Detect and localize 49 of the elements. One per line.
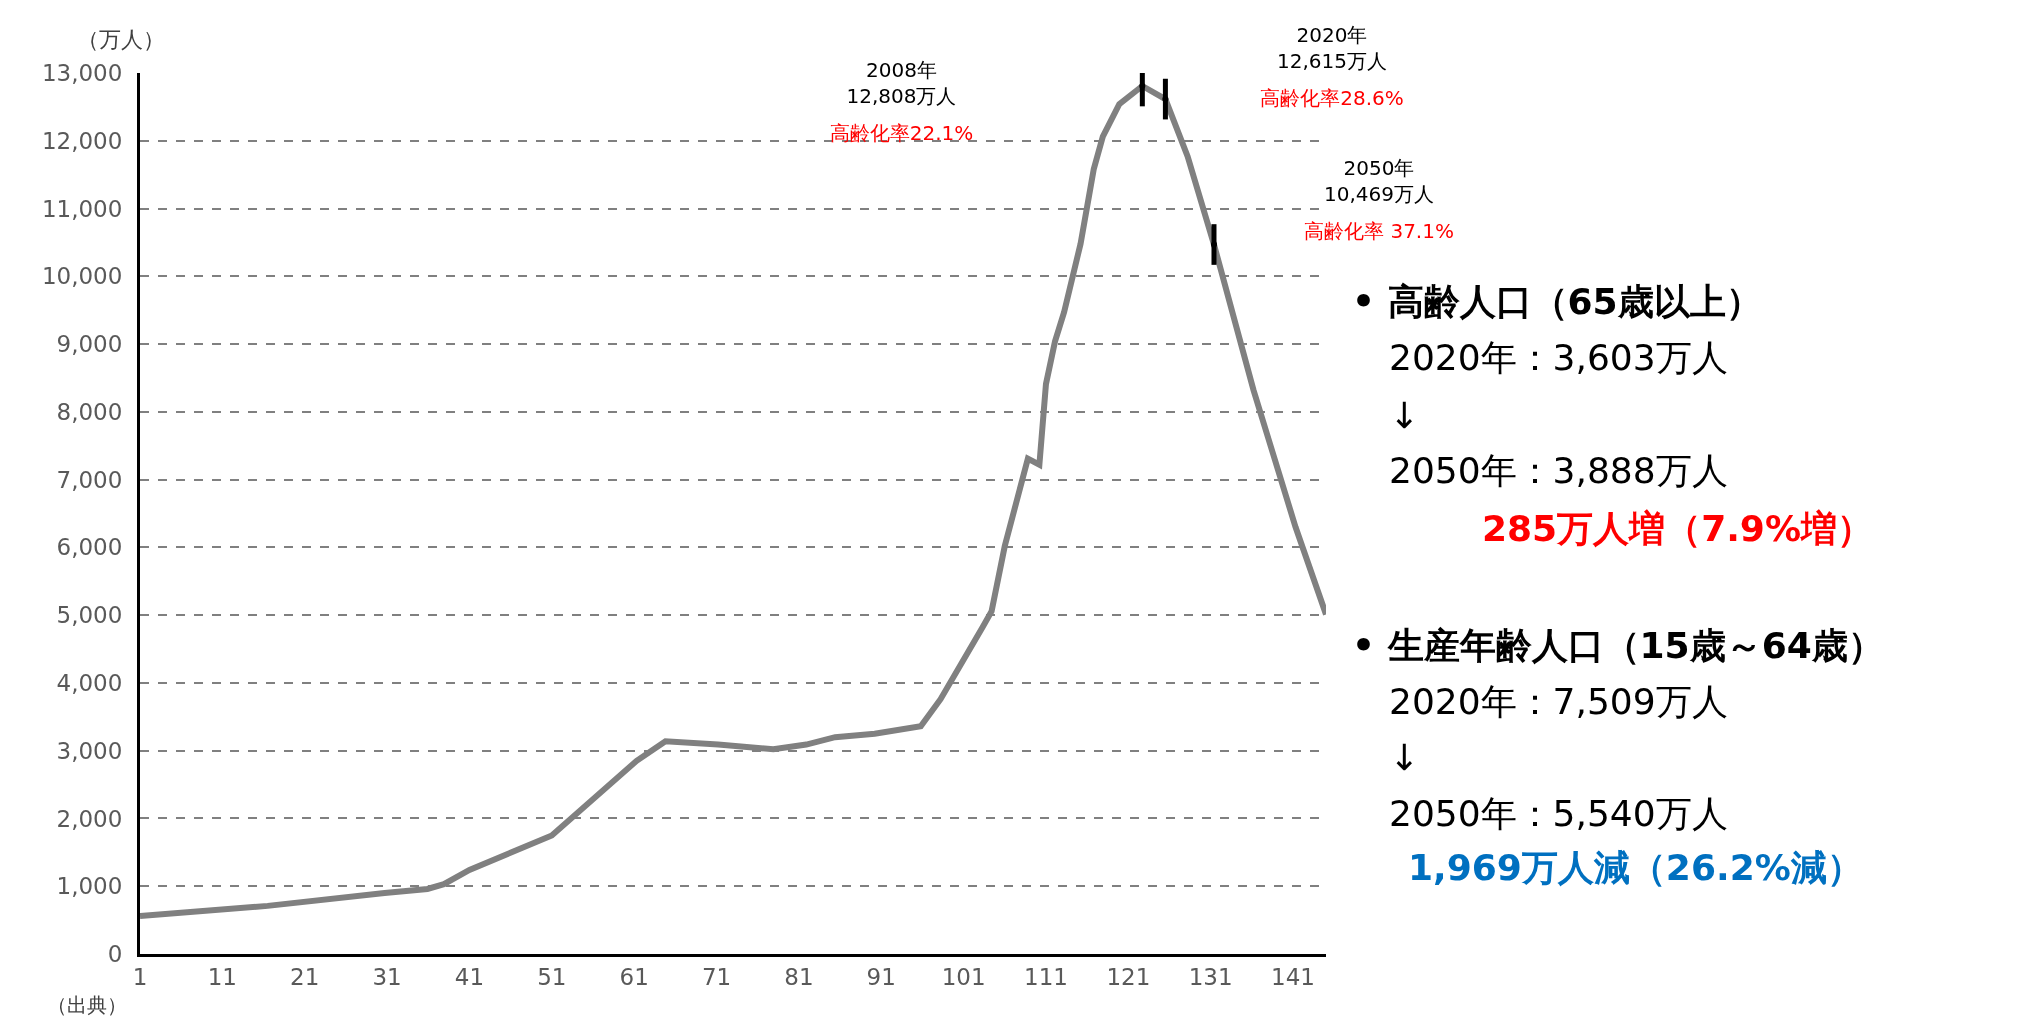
- x-tick-label: 11: [207, 963, 237, 990]
- y-tick-label: 11,000: [41, 195, 123, 222]
- y-tick-label: 13,000: [41, 60, 123, 87]
- y-tick-label: 12,000: [41, 127, 123, 154]
- x-tick-label: 61: [619, 963, 649, 990]
- text: ↓: [1389, 737, 1420, 778]
- y-tick-label: 2,000: [56, 805, 123, 832]
- x-tick-label: 81: [784, 963, 814, 990]
- x-tick-label: 41: [454, 963, 485, 990]
- x-tick-label: 91: [866, 963, 896, 990]
- annotation: 高齢化率 37.1%: [1304, 219, 1454, 243]
- x-tick-label: 141: [1271, 963, 1316, 990]
- y-tick-label: 8,000: [56, 398, 123, 425]
- y-tick-label: 0: [107, 941, 123, 968]
- x-tick-label: 101: [941, 963, 986, 990]
- x-tick-label: 31: [372, 963, 402, 990]
- annotation: 2008年 12,808万人: [846, 57, 957, 108]
- y-tick-label: 3,000: [56, 737, 123, 764]
- y-tick-label: 4,000: [56, 669, 123, 696]
- y-tick-label: 7,000: [56, 466, 123, 493]
- annotation: 2020年 12,615万人: [1277, 23, 1387, 73]
- point: [1139, 83, 1146, 90]
- text: • 生産年齢人口（15歳～64歳）: [1352, 625, 1884, 666]
- x-tick-label: 1: [132, 963, 148, 990]
- y-tick-label: 6,000: [56, 534, 123, 561]
- text: 2020年：7,509万人: [1389, 681, 1728, 722]
- text: • 高齢人口（65歳以上）: [1352, 281, 1762, 322]
- y-axis-title: （万人）: [77, 27, 165, 52]
- x-tick-label: 21: [290, 963, 320, 990]
- text: 2050年：5,540万人: [1389, 793, 1728, 834]
- y-tick-label: 10,000: [41, 263, 123, 290]
- x-tick-label: 111: [1024, 963, 1068, 990]
- text: 1,969万人減（26.2%減）: [1408, 847, 1863, 888]
- annotation: 高齢化率22.1%: [829, 121, 974, 145]
- y-tick-label: 9,000: [56, 331, 123, 358]
- text: ↓: [1389, 395, 1420, 436]
- text: 2020年：3,603万人: [1389, 337, 1728, 378]
- x-tick-label: 51: [537, 963, 567, 990]
- text: 285万人増（7.9%増）: [1482, 508, 1873, 549]
- x-tick-label: 121: [1106, 963, 1151, 990]
- annotation: 2050年 10,469万人: [1324, 156, 1434, 206]
- text: （出典）: [47, 993, 127, 1017]
- y-tick-label: 1,000: [56, 873, 123, 900]
- annotation: 高齢化率28.6%: [1260, 86, 1404, 110]
- x-tick-label: 131: [1188, 963, 1233, 990]
- point: [1210, 241, 1217, 248]
- x-tick-label: 71: [701, 963, 732, 990]
- y-tick-label: 5,000: [56, 602, 123, 629]
- text: 2050年：3,888万人: [1389, 450, 1728, 491]
